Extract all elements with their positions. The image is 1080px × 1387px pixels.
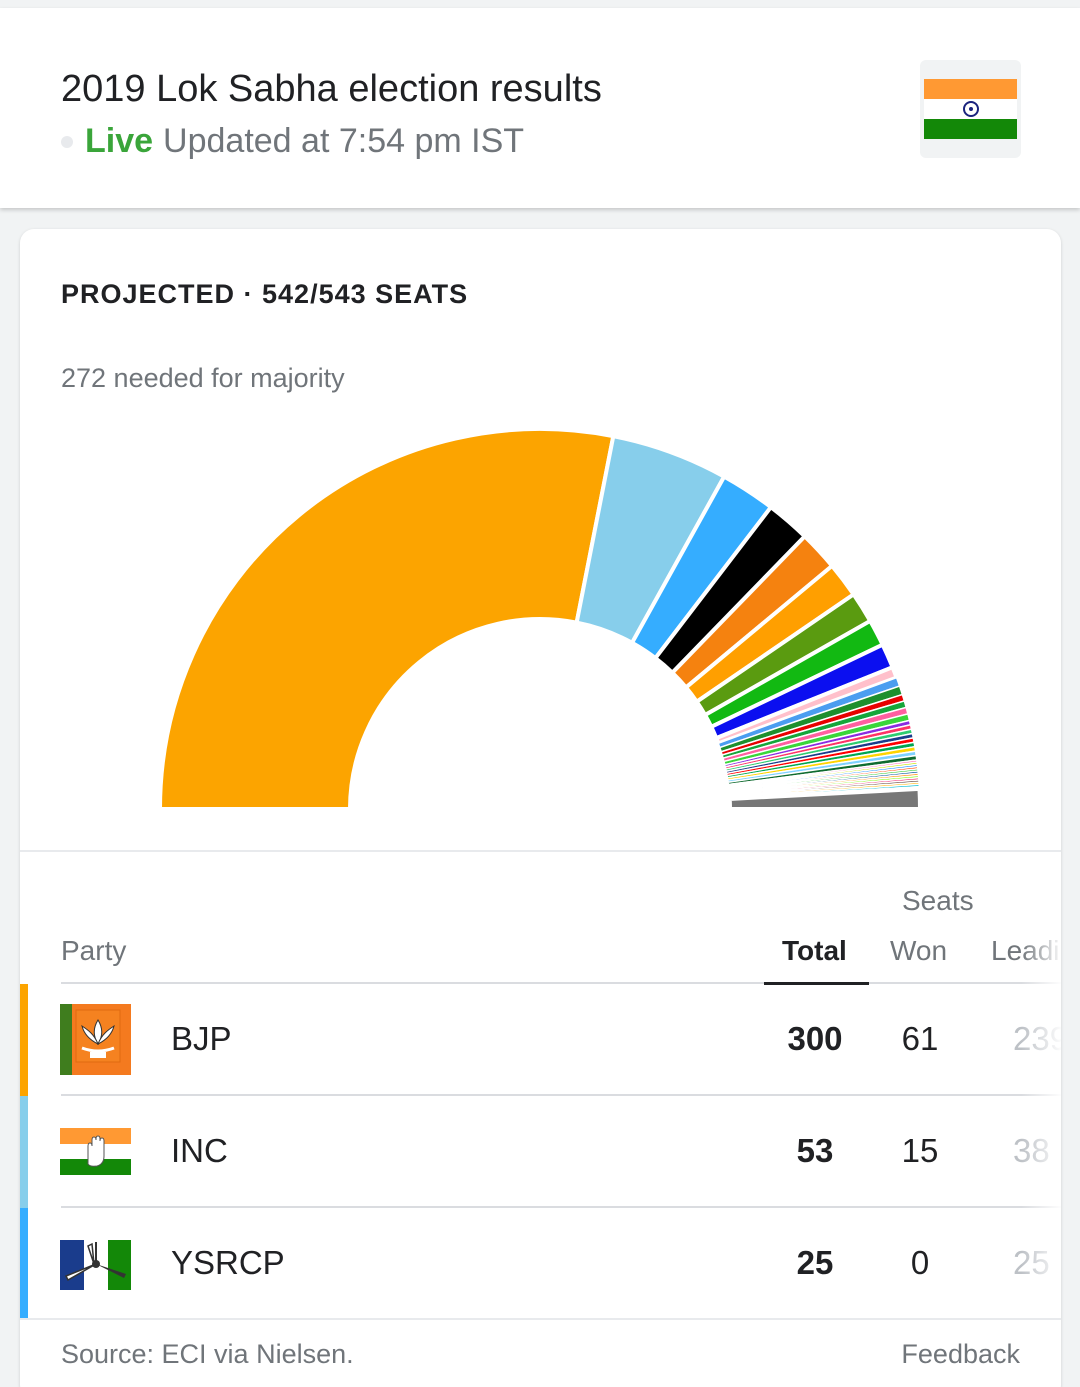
- party-row-bjp[interactable]: BJP 300 61 239: [20, 984, 1061, 1096]
- leading-seats: 38: [1013, 1132, 1050, 1169]
- total-seats: 25: [796, 1244, 834, 1281]
- updated-time: Updated at 7:54 pm IST: [163, 122, 525, 160]
- won-seats: 15: [901, 1132, 939, 1169]
- leading-column-tab[interactable]: Leadi: [991, 935, 1060, 966]
- party-name: YSRCP: [171, 1244, 285, 1281]
- majority-note: 272 needed for majority: [61, 363, 345, 393]
- update-status: Live Updated at 7:54 pm IST: [61, 122, 524, 161]
- seats-group-header: Seats: [902, 885, 974, 916]
- total-seats: 53: [796, 1132, 834, 1169]
- total-column-tab[interactable]: Total: [782, 935, 847, 966]
- won-column-tab[interactable]: Won: [890, 935, 948, 966]
- bjp-lotus-icon: [60, 1004, 131, 1075]
- seat-distribution-chart: [157, 427, 923, 811]
- section-divider: [20, 850, 1061, 852]
- party-name: INC: [171, 1132, 228, 1169]
- party-color-stripe: [20, 1208, 28, 1320]
- party-color-stripe: [20, 1096, 28, 1208]
- header-divider: [61, 982, 1061, 984]
- leading-seats: 25: [1013, 1244, 1050, 1281]
- party-row-ysrcp[interactable]: YSRCP 25 0 25: [20, 1208, 1061, 1320]
- results-card: PROJECTED · 542/543 SEATS 272 needed for…: [20, 229, 1061, 1387]
- inc-hand-icon: [60, 1128, 131, 1175]
- india-flag-icon[interactable]: [920, 60, 1021, 158]
- source-note: Source: ECI via Nielsen.: [61, 1339, 354, 1369]
- ysrcp-fan-icon: [60, 1240, 131, 1290]
- won-seats: 0: [910, 1244, 930, 1281]
- results-header: 2019 Lok Sabha election results Live Upd…: [0, 8, 1080, 208]
- active-tab-indicator: [764, 982, 869, 985]
- page-title: 2019 Lok Sabha election results: [61, 68, 602, 110]
- party-column-header: Party: [61, 935, 127, 966]
- live-label: Live: [85, 122, 154, 160]
- won-seats: 61: [901, 1020, 939, 1057]
- row-divider: [61, 1206, 1061, 1208]
- ashoka-chakra-icon: [962, 101, 979, 117]
- party-name: BJP: [171, 1020, 232, 1057]
- leading-seats: 239: [1013, 1020, 1061, 1057]
- party-row-inc[interactable]: INC 53 15 38: [20, 1096, 1061, 1208]
- chart-slice-bjp[interactable]: [157, 427, 616, 811]
- footer-divider: [20, 1318, 1061, 1320]
- feedback-link[interactable]: Feedback: [901, 1339, 1020, 1369]
- chart-slice-38[interactable]: [727, 786, 923, 811]
- projected-seats-heading: PROJECTED · 542/543 SEATS: [61, 279, 469, 309]
- live-dot-icon: [61, 135, 73, 148]
- party-color-stripe: [20, 984, 28, 1096]
- row-divider: [61, 1094, 1061, 1096]
- total-seats: 300: [787, 1020, 843, 1057]
